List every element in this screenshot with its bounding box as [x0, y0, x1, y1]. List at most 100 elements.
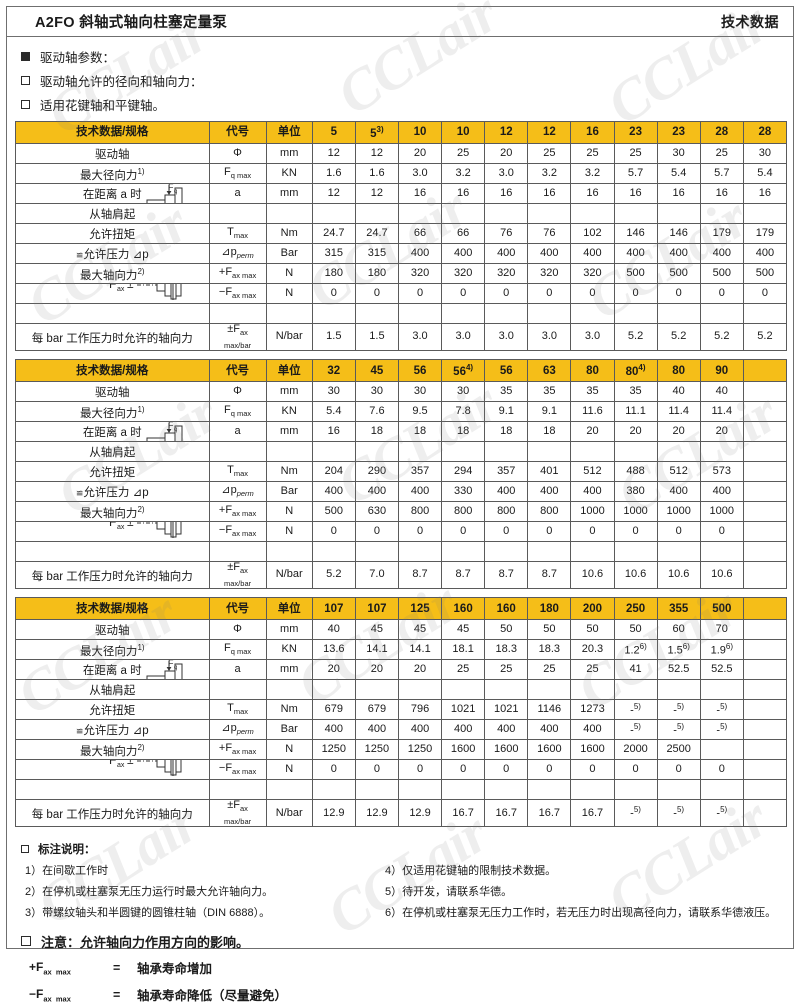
- cell-value: [441, 203, 486, 224]
- th-size-8: 355: [656, 597, 701, 621]
- cell-value: 380: [613, 481, 658, 503]
- table-row: 每 bar 工作压力时允许的轴向力 ±Fax max/bar N/bar 12.9 12…: [15, 799, 788, 828]
- cell-value: [570, 541, 615, 563]
- cell-value: 5.2: [656, 322, 701, 352]
- cell-value: 25: [699, 143, 744, 164]
- cell-value: 13.6: [311, 639, 356, 661]
- cell-value: 5.7: [613, 163, 658, 184]
- cell-value: 1000: [699, 501, 744, 523]
- cell-value: 35: [613, 381, 658, 403]
- footnote-item: 3）带螺纹轴头和半圆键的圆锥柱轴（DIN 6888）。: [25, 906, 271, 919]
- th-spec: 技术数据/规格: [15, 597, 210, 621]
- cell-value: [656, 679, 701, 701]
- svg-text:±: ±: [127, 522, 134, 530]
- cell-value: 1000: [613, 501, 658, 523]
- cell-value: 76: [527, 223, 572, 244]
- document-page: A2FO 斜轴式轴向柱塞定量泵 技术数据 驱动轴参数： 驱动轴允许的径向和轴向力…: [6, 6, 794, 1003]
- svg-text:ax: ax: [117, 524, 125, 531]
- table-3: 技术数据/规格 代号 单位 107 107 125 160 160 180 200 250 355 50…: [15, 597, 788, 828]
- cell-value: [656, 541, 701, 563]
- cell-value: 50: [484, 619, 529, 641]
- row-label: [15, 303, 210, 324]
- cell-value: 9.1: [527, 401, 572, 423]
- cell-value: [613, 541, 658, 563]
- cell-value: 16: [527, 183, 572, 204]
- row-unit: mm: [265, 619, 313, 641]
- cell-value: 500: [613, 263, 658, 284]
- cell-value: [527, 541, 572, 563]
- cell-value: 3.0: [484, 163, 529, 184]
- cell-value: 400: [570, 481, 615, 503]
- cell-value: 400: [527, 243, 572, 264]
- cell-value: 14.1: [354, 639, 399, 661]
- cell-value: 5.2: [311, 561, 356, 590]
- cell-value: 5.2: [699, 322, 744, 352]
- cell-value: 180: [354, 263, 399, 284]
- row-symbol: ⊿pperm: [208, 481, 267, 503]
- cell-value: -5): [613, 719, 658, 741]
- cell-value: [742, 461, 788, 483]
- cell-value: 18.3: [527, 639, 572, 661]
- row-unit: mm: [265, 381, 313, 403]
- cell-value: -5): [656, 799, 701, 828]
- cell-value: 0: [484, 759, 529, 781]
- cell-value: 11.4: [699, 401, 744, 423]
- row-symbol: [208, 203, 267, 224]
- cell-value: 512: [656, 461, 701, 483]
- th-size-10: 28: [742, 121, 788, 144]
- cell-value: [441, 303, 486, 324]
- row-unit: N: [265, 739, 313, 761]
- hollow-square-icon: [21, 845, 29, 854]
- cell-value: 7.0: [354, 561, 399, 590]
- cell-value: 400: [570, 243, 615, 264]
- row-label: 最大径向力1): [15, 639, 210, 661]
- row-unit: KN: [265, 401, 313, 423]
- th-size-7: 23: [613, 121, 658, 144]
- row-symbol: Fq max: [208, 163, 267, 184]
- cell-value: 25: [441, 143, 486, 164]
- cell-value: [742, 679, 788, 701]
- cell-value: 9.1: [484, 401, 529, 423]
- cell-value: 146: [613, 223, 658, 244]
- cell-value: 20: [397, 659, 443, 681]
- cell-value: [354, 441, 399, 463]
- cell-value: 204: [311, 461, 356, 483]
- row-label: 每 bar 工作压力时允许的轴向力: [15, 561, 210, 590]
- cell-value: 24.7: [311, 223, 356, 244]
- radial-force-shaft-diagram: F q a: [146, 185, 182, 203]
- th-size-3: 564): [441, 359, 486, 383]
- cell-value: 0: [527, 521, 572, 543]
- cell-value: [570, 779, 615, 801]
- cell-value: 1.5: [311, 322, 356, 352]
- th-spec: 技术数据/规格: [15, 121, 210, 144]
- cell-value: 800: [484, 501, 529, 523]
- cell-value: [742, 421, 788, 443]
- cell-value: [484, 779, 529, 801]
- bullet-label: 驱动轴允许的径向和轴向力：: [40, 74, 203, 89]
- cell-value: 400: [397, 243, 443, 264]
- cell-value: 16: [656, 183, 701, 204]
- cell-value: 12: [311, 183, 356, 204]
- cell-value: [397, 779, 443, 801]
- table-row: 最大轴向力2) +Fax max N 1250 1250 1250 1600 1600 1600…: [15, 739, 788, 761]
- attention-note: 注意：允许轴向力作用方向的影响。: [21, 928, 793, 954]
- table-row: [15, 303, 788, 324]
- cell-value: [742, 441, 788, 463]
- cell-value: [699, 541, 744, 563]
- cell-value: [311, 303, 356, 324]
- cell-value: [742, 619, 788, 641]
- cell-value: 5.4: [311, 401, 356, 423]
- cell-value: [354, 203, 399, 224]
- row-unit: N/bar: [265, 322, 313, 352]
- cell-value: 3.0: [527, 322, 572, 352]
- cell-value: [527, 203, 572, 224]
- cell-value: 500: [699, 263, 744, 284]
- cell-value: [742, 779, 788, 801]
- th-size-2: 10: [397, 121, 443, 144]
- cell-value: 30: [656, 143, 701, 164]
- th-size-2: 56: [397, 359, 443, 383]
- row-unit: Nm: [265, 461, 313, 483]
- cell-value: 30: [311, 381, 356, 403]
